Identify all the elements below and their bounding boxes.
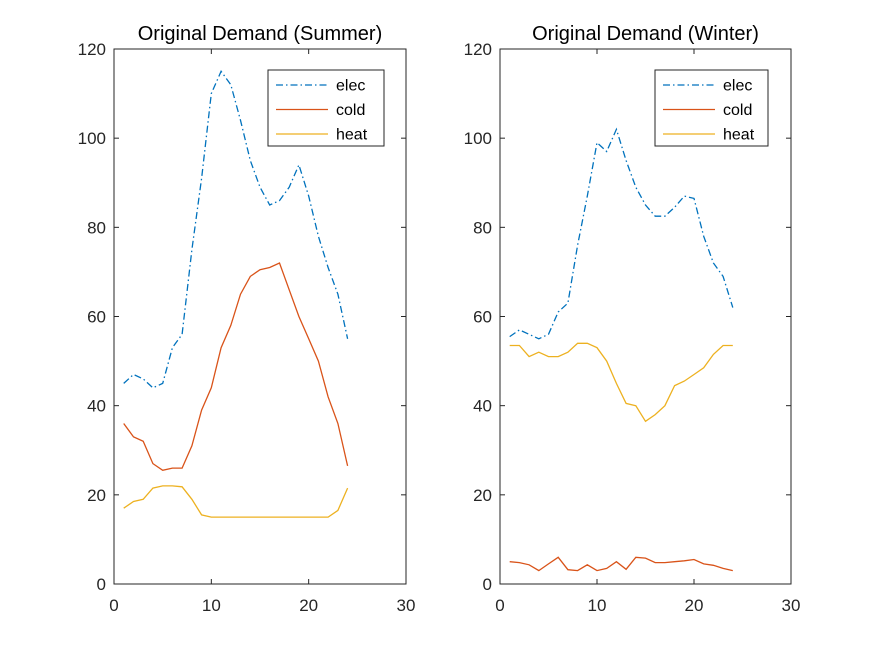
legend-box: [654, 69, 769, 147]
summer-subplot: Original Demand (Summer) 0 10 20 30 0 20 40 60 80…: [78, 23, 416, 615]
y-tick-label: 80: [473, 218, 492, 237]
y-tick-label: 120: [78, 40, 106, 59]
y-tick-label: 80: [87, 218, 106, 237]
series-line-cold: [123, 262, 349, 471]
winter-subplot: Original Demand (Winter) 0 10 20 30 0 20 40 60 80…: [464, 23, 801, 615]
series-line-heat: [123, 485, 349, 518]
y-tick-label: 0: [483, 575, 492, 594]
y-tick-label: 20: [473, 486, 492, 505]
legend-label-cold: cold: [723, 102, 752, 119]
x-tick-label: 0: [109, 596, 118, 615]
y-tick-label: 100: [78, 129, 106, 148]
legend-label-elec: elec: [723, 78, 752, 95]
series-line-heat: [509, 342, 733, 423]
legend-box: [267, 69, 385, 147]
y-tick-label: 60: [473, 308, 492, 327]
y-tick-label: 40: [87, 397, 106, 416]
x-tick-label: 20: [685, 596, 704, 615]
legend-label-elec: elec: [336, 78, 365, 95]
y-tick-label: 20: [87, 486, 106, 505]
x-tick-label: 20: [299, 596, 318, 615]
chart-title: Original Demand (Winter): [532, 23, 759, 45]
y-tick-label: 40: [473, 397, 492, 416]
legend-label-cold: cold: [336, 102, 365, 119]
chart-title: Original Demand (Summer): [138, 23, 383, 45]
x-tick-label: 30: [397, 596, 416, 615]
legend-label-heat: heat: [336, 127, 368, 144]
y-tick-label: 120: [464, 40, 492, 59]
y-tick-label: 60: [87, 308, 106, 327]
legend: elec cold heat: [654, 69, 769, 147]
x-tick-label: 0: [495, 596, 504, 615]
legend: elec cold heat: [267, 69, 385, 147]
legend-label-heat: heat: [723, 127, 755, 144]
x-tick-label: 30: [782, 596, 801, 615]
x-tick-label: 10: [588, 596, 607, 615]
series-line-elec: [123, 69, 349, 389]
y-tick-label: 0: [97, 575, 106, 594]
y-tick-label: 100: [464, 129, 492, 148]
series-line-cold: [509, 556, 733, 572]
x-tick-label: 10: [202, 596, 221, 615]
